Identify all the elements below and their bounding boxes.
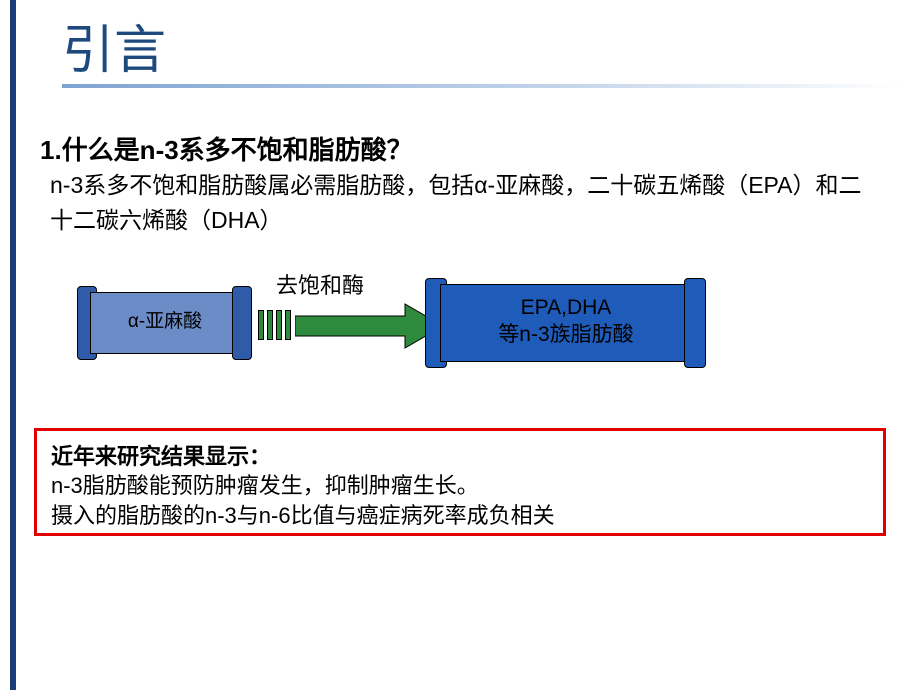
title-block: 引言 [62,8,166,83]
result-line-2: 摄入的脂肪酸的n-3与n-6比值与癌症病死率成负相关 [51,501,869,531]
result-box: 近年来研究结果显示： n-3脂肪酸能预防肿瘤发生，抑制肿瘤生长。 摄入的脂肪酸的… [34,428,886,536]
slide-title: 引言 [62,8,166,83]
arrow-tail-bars-icon [258,310,291,340]
slide-left-bar [10,0,16,690]
diagram-left-label: α-亚麻酸 [90,306,240,333]
body-text: n-3系多不饱和脂肪酸属必需脂肪酸，包括α-亚麻酸，二十碳五烯酸（EPA）和二十… [50,168,880,237]
arrow-icon [295,300,445,352]
title-underline [62,84,902,88]
arrow-label: 去饱和酶 [276,268,364,300]
result-heading: 近年来研究结果显示： [51,439,869,471]
right-box-line2: 等n-3族脂肪酸 [440,321,692,348]
question-heading: 1.什么是n-3系多不饱和脂肪酸？ [40,130,413,167]
diagram-right-label: EPA,DHA 等n-3族脂肪酸 [440,294,692,349]
result-line-1: n-3脂肪酸能预防肿瘤发生，抑制肿瘤生长。 [51,471,869,501]
conversion-diagram: α-亚麻酸 去饱和酶 EPA,DHA 等n-3族脂肪酸 [60,268,740,388]
right-box-line1: EPA,DHA [440,294,692,321]
